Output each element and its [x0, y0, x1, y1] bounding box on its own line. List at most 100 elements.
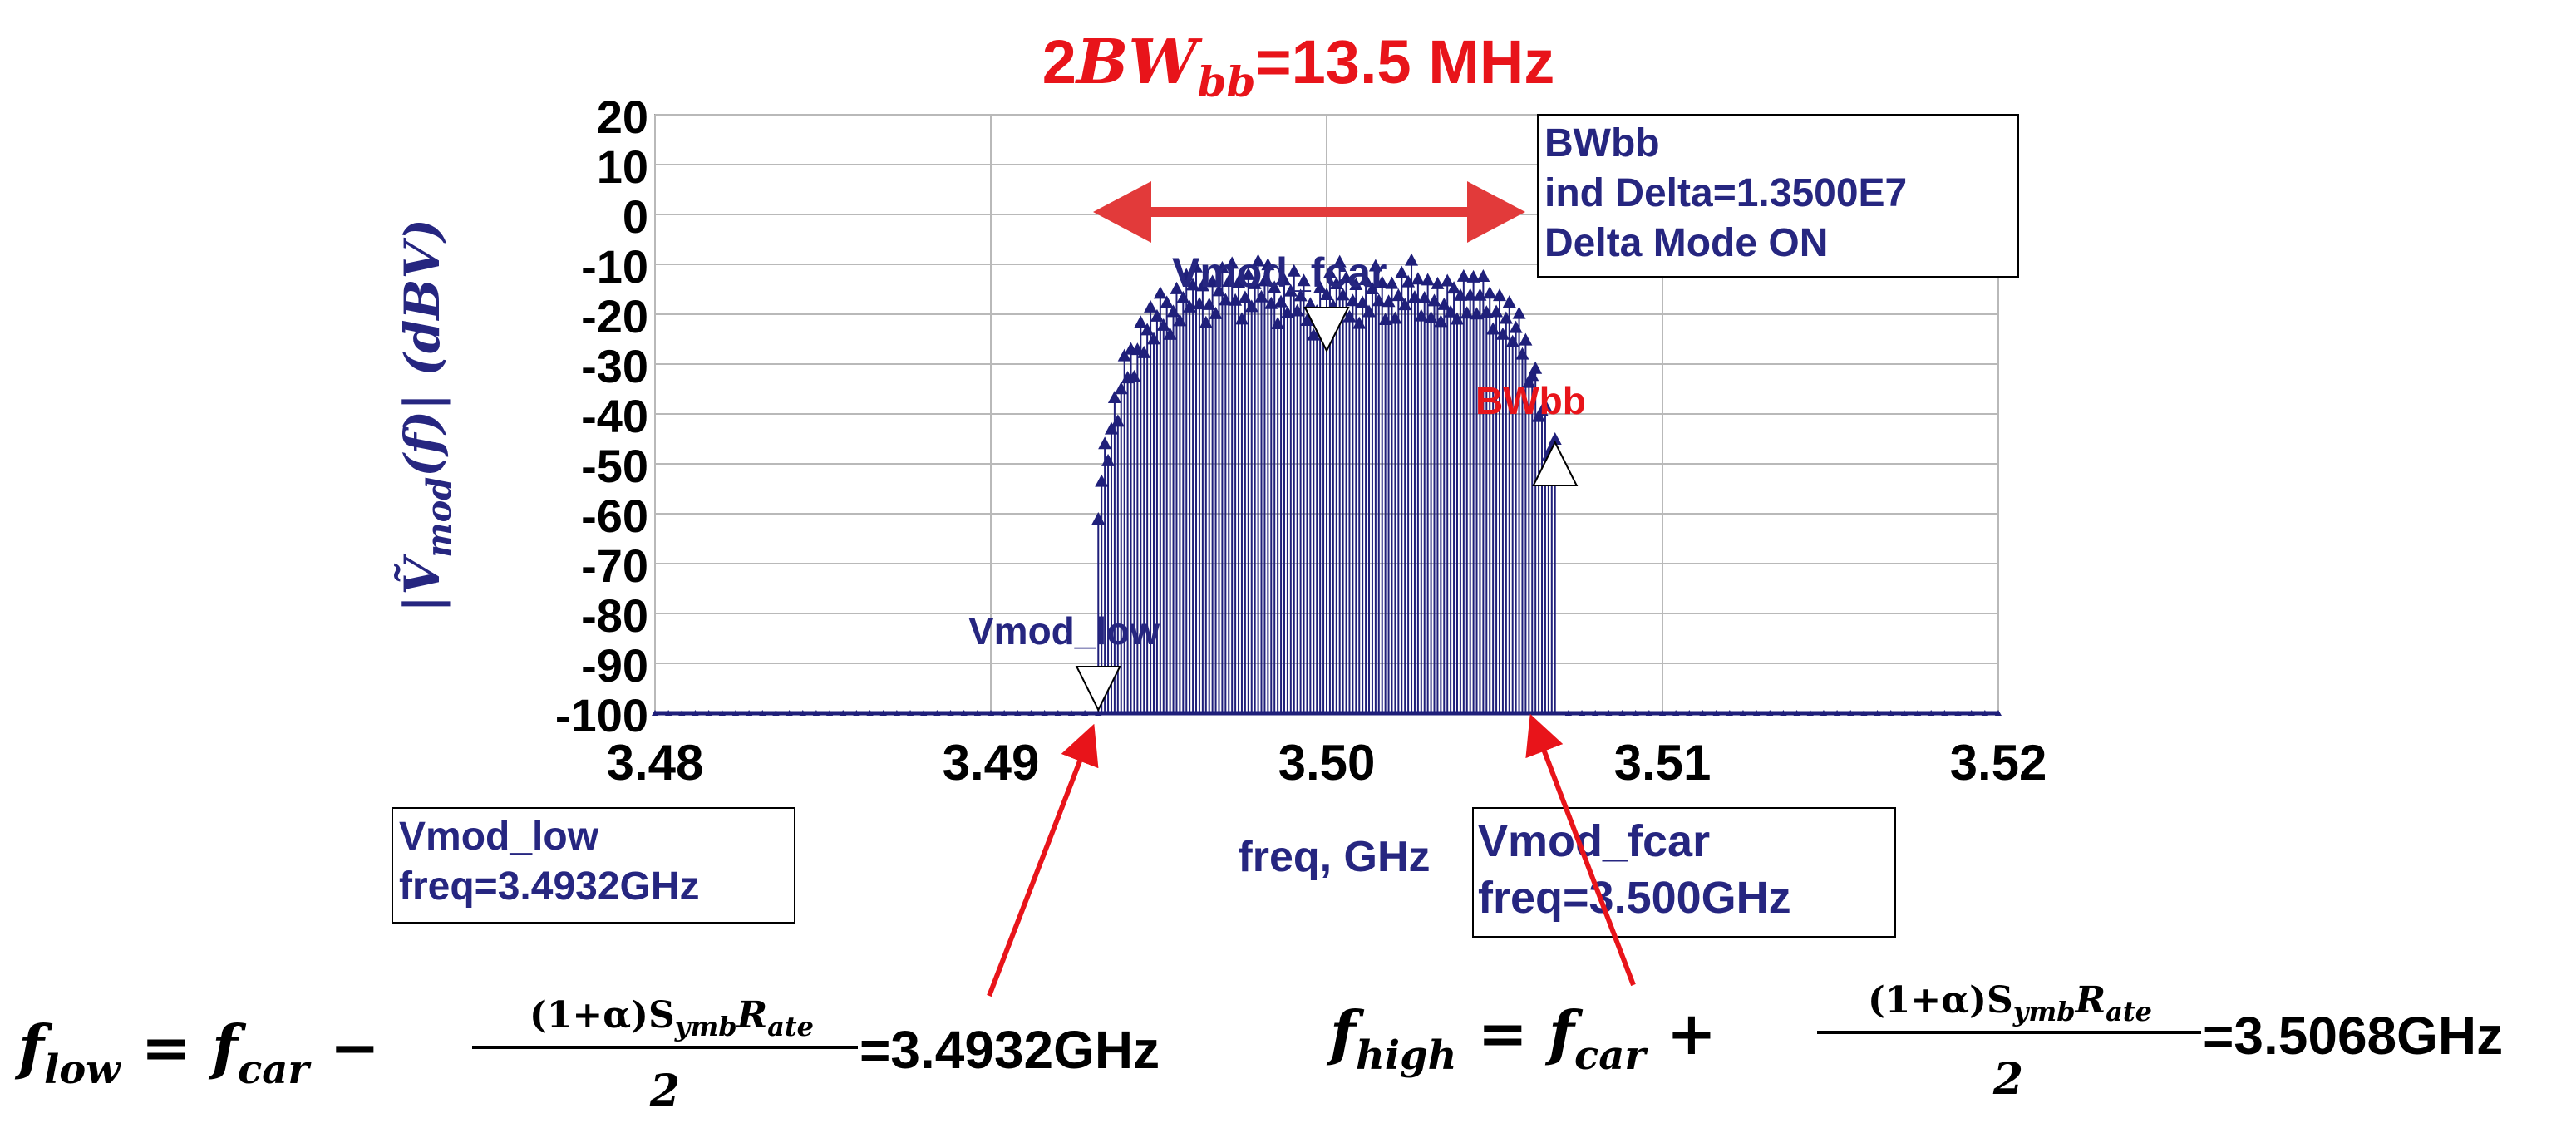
noise-floor-point	[1686, 710, 1693, 716]
spectral-point	[1473, 288, 1487, 301]
spectral-point	[1519, 332, 1533, 346]
spectral-point	[1499, 311, 1513, 324]
noise-floor-point	[1014, 710, 1022, 716]
noise-floor-point	[920, 710, 928, 716]
spectral-point	[1234, 312, 1249, 325]
spectral-point	[1095, 474, 1109, 487]
spectral-point	[1156, 318, 1170, 331]
noise-floor-point	[665, 710, 672, 716]
x-tick-label: 3.48	[607, 735, 704, 791]
spectrum-points	[1091, 253, 1562, 525]
spectral-point	[1548, 432, 1562, 445]
spectral-point	[1382, 294, 1396, 308]
spectral-point	[1427, 293, 1441, 307]
spectral-point	[1385, 276, 1399, 289]
noise-floor-point	[1766, 710, 1774, 716]
spectral-point	[1332, 254, 1347, 268]
spectral-point	[1378, 312, 1392, 325]
noise-floor-point	[907, 710, 914, 716]
noise-floor-point	[1753, 710, 1761, 716]
spectral-point	[1346, 293, 1360, 307]
noise-floor-point	[799, 710, 806, 716]
spectral-point	[1320, 288, 1333, 300]
spectrum-lines	[1097, 259, 1556, 713]
spectral-point	[1538, 398, 1552, 411]
spectral-point	[1212, 283, 1226, 297]
noise-floor-point	[1834, 710, 1841, 716]
spectral-point	[1349, 277, 1363, 290]
spectral-point	[1277, 273, 1291, 286]
noise-floor-point	[1592, 710, 1599, 716]
noise-floor-point	[731, 710, 739, 716]
spectral-point	[1219, 293, 1233, 306]
readout-vmod-fcar: Vmod_fcar freq=3.500GHz	[1472, 807, 1896, 938]
pointer-arrow-low	[987, 723, 1099, 997]
spectral-point	[1241, 267, 1255, 280]
y-tick-label: -30	[581, 340, 648, 392]
spectral-point	[1199, 315, 1213, 328]
spectral-point	[1476, 268, 1490, 282]
spectral-point	[1437, 297, 1451, 310]
noise-floor-point	[759, 710, 766, 716]
noise-floor-point	[826, 710, 834, 716]
spectral-point	[1362, 304, 1377, 318]
spectral-point	[1307, 328, 1321, 341]
x-tick-labels: 3.48 3.49 3.50 3.51 3.52	[607, 735, 2047, 791]
y-label-base: Ṽ	[394, 554, 451, 595]
noise-floor-point	[1874, 710, 1881, 716]
spectral-point	[1183, 299, 1197, 313]
noise-floor-point	[1659, 710, 1666, 716]
spectral-point	[1098, 436, 1112, 450]
noise-floor-point	[1793, 710, 1800, 716]
readout-vmod-low: Vmod_low freq=3.4932GHz	[392, 807, 795, 924]
x-tick-label: 3.49	[943, 735, 1040, 791]
spectral-point	[1493, 288, 1507, 302]
noise-floor-point	[1579, 710, 1586, 716]
noise-floor-point	[1981, 710, 1988, 716]
spectral-point	[1359, 273, 1373, 286]
spectral-point	[1441, 273, 1455, 287]
spectral-point	[1372, 293, 1386, 307]
spectral-point	[1173, 313, 1187, 327]
spectral-point	[1176, 290, 1190, 303]
spectral-point	[1407, 289, 1421, 303]
spectral-point	[1505, 334, 1519, 347]
noise-floor-point	[772, 710, 780, 716]
spectral-point	[1215, 260, 1229, 273]
noise-floor-point	[1632, 710, 1639, 716]
noise-floor-point	[1941, 710, 1948, 716]
spectral-point	[1470, 307, 1484, 320]
noise-floor-point	[1887, 710, 1894, 716]
noise-floor-point	[988, 710, 994, 716]
spectral-point	[1405, 253, 1419, 266]
spectral-point	[1424, 310, 1438, 323]
spectral-point	[1160, 295, 1174, 308]
spectral-point	[1456, 268, 1470, 282]
noise-floor-point	[652, 710, 658, 716]
spectral-point	[1189, 259, 1204, 273]
noise-floor-point	[1914, 710, 1922, 716]
spectral-point	[1140, 323, 1155, 336]
noise-floor-point	[1780, 710, 1787, 716]
spectral-point	[1254, 289, 1268, 303]
spectral-point	[1352, 316, 1367, 329]
equation-f-low: flow = fcar − (1+α)SymbRate 2 =3.4932GHz	[14, 994, 1160, 1116]
y-tick-label: -50	[581, 440, 648, 492]
y-tick-label: -100	[555, 689, 648, 741]
spectral-point	[1522, 375, 1536, 388]
noise-floor-point	[1699, 710, 1707, 716]
spectral-point	[1336, 288, 1350, 301]
spectral-point	[1486, 322, 1500, 335]
noise-floor-point	[1054, 710, 1061, 716]
readout-vmod-low-line1: Vmod_low	[399, 815, 599, 859]
spectral-point	[1290, 303, 1304, 317]
y-tick-label: 10	[597, 140, 648, 193]
spectral-point	[1091, 512, 1106, 525]
spectral-point	[1232, 275, 1246, 288]
y-tick-label: -60	[581, 490, 648, 542]
noise-floor-point	[812, 710, 820, 716]
y-tick-label: -10	[581, 240, 648, 293]
pointer-arrow-high	[1525, 713, 1636, 987]
spectral-point	[1375, 275, 1389, 288]
noise-floor-point	[1739, 710, 1746, 716]
